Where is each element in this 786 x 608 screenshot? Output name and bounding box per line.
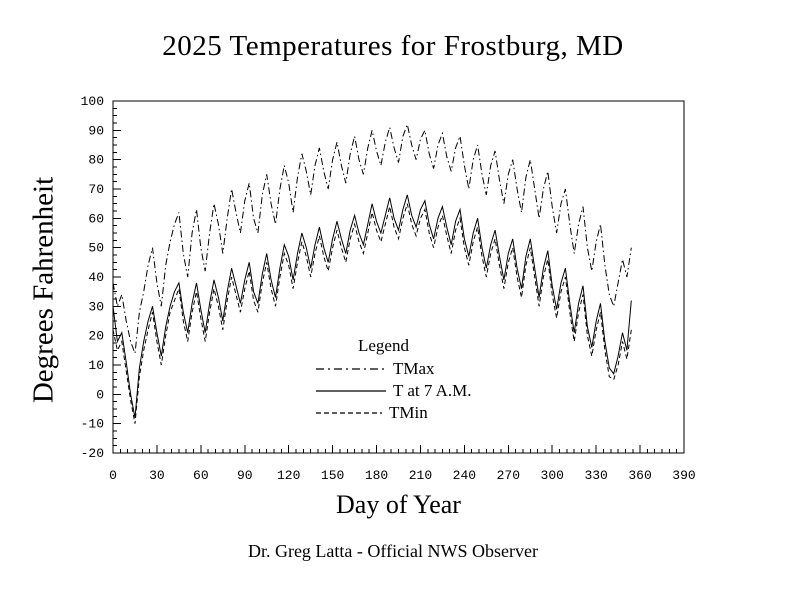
legend-item-label: TMax (393, 359, 435, 378)
svg-text:360: 360 (628, 468, 651, 483)
legend-item-label: T at 7 A.M. (393, 381, 472, 400)
svg-text:60: 60 (193, 468, 209, 483)
svg-text:90: 90 (88, 123, 104, 138)
svg-text:100: 100 (81, 94, 104, 109)
svg-text:30: 30 (88, 299, 104, 314)
legend-title: Legend (358, 336, 409, 355)
svg-text:80: 80 (88, 153, 104, 168)
tmin-dashed-line-icon (316, 412, 382, 414)
svg-text:30: 30 (149, 468, 165, 483)
y-axis-label: Degrees Fahrenheit (27, 176, 60, 404)
svg-text:-20: -20 (81, 446, 104, 461)
svg-text:330: 330 (584, 468, 607, 483)
legend-item-tmax: TMax (316, 358, 496, 380)
svg-text:70: 70 (88, 182, 104, 197)
svg-text:90: 90 (237, 468, 253, 483)
credit-line: Dr. Greg Latta - Official NWS Observer (247, 541, 539, 561)
svg-text:390: 390 (672, 468, 695, 483)
svg-text:0: 0 (109, 468, 117, 483)
svg-text:60: 60 (88, 211, 104, 226)
legend: Legend TMax T at 7 A.M. TMin (316, 334, 496, 424)
svg-text:300: 300 (541, 468, 564, 483)
svg-text:180: 180 (365, 468, 388, 483)
svg-text:0: 0 (96, 387, 104, 402)
t7am-solid-line-icon (316, 390, 386, 392)
svg-text:50: 50 (88, 241, 104, 256)
x-axis-label: Day of Year (336, 490, 461, 519)
svg-text:40: 40 (88, 270, 104, 285)
svg-text:-10: -10 (81, 417, 104, 432)
legend-item-tmin: TMin (316, 402, 496, 424)
svg-text:10: 10 (88, 358, 104, 373)
svg-text:120: 120 (277, 468, 300, 483)
svg-text:240: 240 (453, 468, 476, 483)
chart-title: 2025 Temperatures for Frostburg, MD (162, 30, 624, 62)
legend-item-label: TMin (389, 403, 428, 422)
tmax-dashdot-line-icon (316, 368, 386, 370)
svg-text:270: 270 (497, 468, 520, 483)
svg-text:150: 150 (321, 468, 344, 483)
legend-item-t7am: T at 7 A.M. (316, 380, 496, 402)
svg-text:20: 20 (88, 329, 104, 344)
svg-text:210: 210 (409, 468, 432, 483)
